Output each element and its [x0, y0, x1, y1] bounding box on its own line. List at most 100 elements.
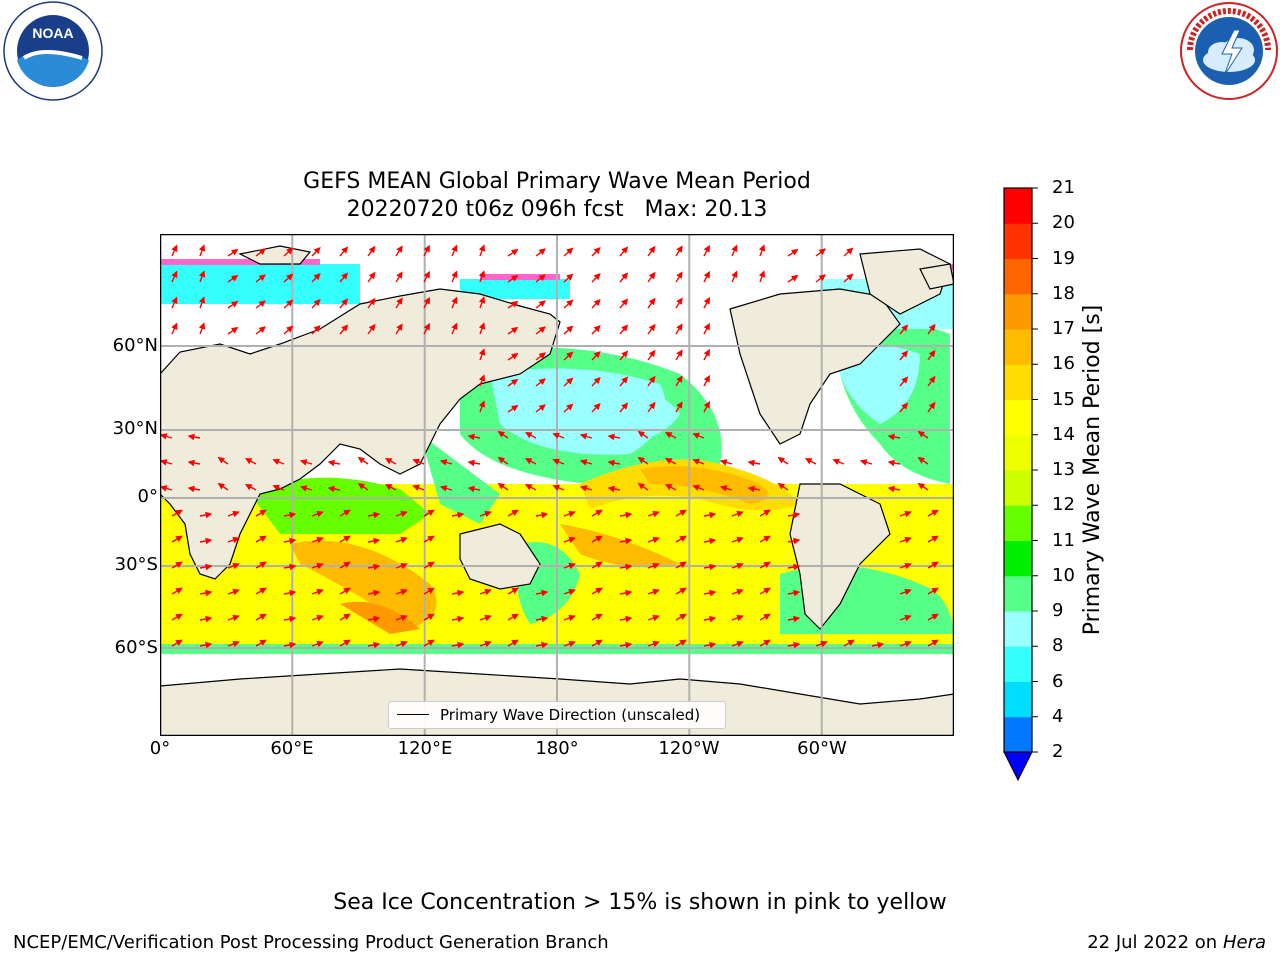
field-bay-green [420, 434, 500, 524]
wave-direction-arrowhead [566, 273, 574, 281]
wave-direction-arrowhead [538, 352, 546, 360]
wave-direction-arrowhead [931, 639, 939, 646]
noaa-logo-text: NOAA [32, 25, 73, 41]
wave-direction-arrowhead [637, 482, 645, 490]
wave-direction-arrowhead [595, 561, 603, 568]
wave-direction-arrowhead [579, 485, 588, 492]
wave-direction-arrowhead [928, 349, 936, 358]
wave-direction-arrowhead [595, 509, 603, 516]
wave-direction-arrowhead [568, 536, 576, 544]
wave-direction-arrowhead [457, 511, 465, 519]
wave-direction-arrowhead [511, 639, 519, 646]
wave-direction-arrowhead [289, 537, 297, 545]
wave-direction-arrowhead [171, 296, 178, 304]
wave-direction-arrowhead [343, 561, 351, 568]
wave-direction-arrowhead [593, 246, 601, 255]
wave-direction-arrowhead [259, 509, 267, 516]
wave-direction-arrowhead [272, 484, 280, 491]
wave-direction-arrowhead [198, 322, 206, 330]
wave-direction-arrowhead [692, 432, 700, 439]
wave-direction-arrowhead [703, 374, 710, 383]
wave-direction-arrowhead [763, 535, 771, 542]
wave-direction-arrowhead [259, 587, 267, 594]
colorbar-tick-label: 9 [1052, 600, 1064, 621]
land-greenland [859, 248, 951, 315]
wave-direction-arrowhead [648, 375, 656, 384]
colorbar-tick-marks [1032, 187, 1038, 753]
wave-direction-arrowhead [313, 324, 321, 333]
wave-direction-arrowhead [538, 378, 546, 386]
colorbar-tick-label: 6 [1052, 670, 1064, 692]
wave-direction-arrowhead [625, 537, 633, 545]
wave-direction-arrowhead [313, 272, 321, 281]
wave-direction-arrowhead [451, 270, 458, 278]
wave-direction-arrowhead [664, 484, 673, 491]
wave-direction-arrowhead [676, 349, 683, 357]
wave-direction-arrowhead [621, 350, 629, 358]
wave-direction-arrowhead [427, 561, 435, 568]
wave-direction-arrowhead [832, 458, 840, 465]
wave-direction-arrowhead [541, 641, 549, 649]
wave-direction-arrowhead [676, 271, 683, 279]
wave-direction-arrowhead [901, 376, 909, 384]
wave-direction-arrowhead [457, 589, 465, 597]
wave-direction-arrowhead [579, 459, 588, 466]
wave-direction-arrowhead [497, 482, 505, 490]
wave-direction-arrowhead [538, 274, 546, 282]
wave-direction-arrowhead [931, 587, 939, 594]
wave-direction-arrowhead [637, 430, 645, 438]
wave-direction-arrowhead [679, 561, 687, 568]
colorbar-swatches [1004, 188, 1032, 753]
wave-direction-arrowhead [327, 485, 335, 493]
wave-direction-arrowhead [703, 296, 710, 305]
wave-direction-arrowhead [316, 588, 324, 596]
wave-direction-arrowhead [400, 510, 408, 518]
wave-direction-arrowhead [566, 325, 574, 333]
wave-direction-arrowhead [316, 562, 324, 570]
wave-direction-arrowhead [736, 536, 744, 544]
wave-direction-arrowhead [289, 641, 297, 649]
wave-direction-arrowhead [758, 270, 766, 278]
lon-label-60e: 60°E [270, 738, 314, 759]
wave-direction-arrowhead [763, 561, 771, 568]
sea-ice-strip-2 [480, 274, 560, 280]
wave-direction-arrowhead [232, 510, 240, 518]
wave-direction-arrowhead [439, 485, 448, 492]
map-border [160, 234, 954, 736]
wave-direction-arrowhead [552, 432, 560, 439]
wave-direction-arrowhead [593, 324, 601, 333]
wave-direction-arrowhead [423, 322, 430, 331]
wave-direction-arrowhead [327, 459, 335, 467]
wave-direction-arrowhead [719, 485, 728, 492]
wave-direction-arrowhead [648, 245, 656, 254]
wave-direction-arrowhead [484, 588, 492, 596]
colorbar-tick-label: 15 [1052, 388, 1075, 410]
wave-direction-arrows [160, 244, 939, 649]
wave-direction-arrowhead [664, 432, 673, 439]
wave-direction-arrowhead [877, 641, 885, 649]
colorbar-label: Primary Wave Mean Period [s] [1080, 304, 1105, 636]
land-north-america [729, 288, 901, 445]
wave-direction-arrowhead [343, 639, 351, 646]
wave-direction-arrowhead [484, 510, 492, 518]
wave-direction-arrowhead [763, 587, 771, 594]
lat-label-30s: 30°S [114, 554, 158, 575]
wave-direction-arrowhead [568, 588, 576, 596]
colorbar-tick-label: 18 [1052, 282, 1075, 304]
wave-direction-arrowhead [484, 614, 492, 622]
wave-direction-arrowhead [566, 403, 574, 411]
colorbar-tick-label: 12 [1052, 494, 1075, 516]
wave-direction-arrowhead [160, 433, 168, 440]
wave-direction-arrowhead [593, 298, 601, 307]
wave-direction-arrowhead [676, 401, 683, 409]
wave-direction-arrowhead [373, 563, 381, 571]
wave-direction-arrowhead [524, 432, 533, 439]
colorbar-tick-label: 4 [1052, 705, 1064, 727]
title-line-2: 20220720 t06z 096h fcst Max: 20.13 [346, 197, 768, 222]
wave-direction-arrowhead [478, 400, 486, 408]
colorbar-tick-label: 21 [1052, 177, 1075, 198]
wave-direction-arrowhead [259, 535, 267, 542]
wave-direction-arrowhead [758, 244, 766, 252]
wave-direction-arrowhead [676, 297, 683, 305]
wave-direction-arrowhead [286, 299, 294, 307]
